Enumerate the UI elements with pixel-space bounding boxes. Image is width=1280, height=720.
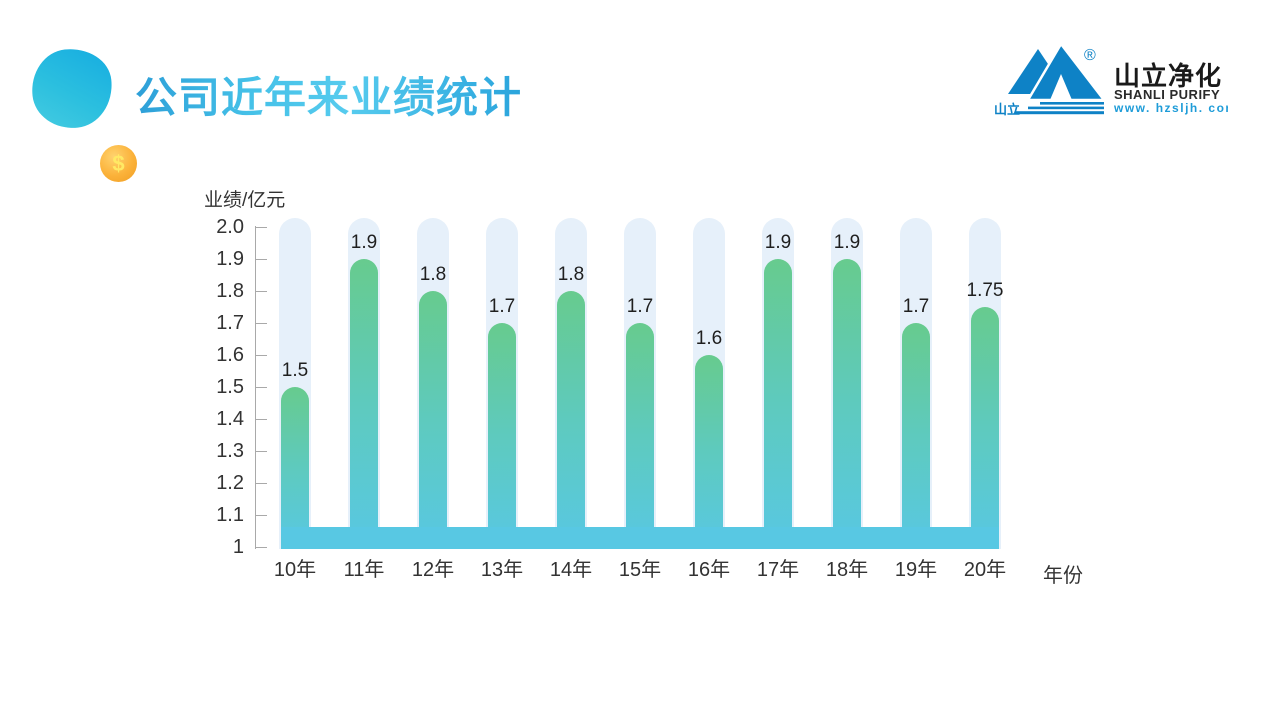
y-tick — [256, 387, 267, 388]
y-tick — [256, 355, 267, 356]
y-tick-label: 1 — [232, 536, 244, 558]
y-tick — [256, 547, 267, 548]
brand-name-en: SHANLI PURIFY — [1114, 87, 1220, 102]
value-label: 1.9 — [833, 232, 861, 253]
y-tick-label: 1.3 — [216, 440, 244, 462]
y-tick — [256, 419, 267, 420]
logo-graphic: 山立 ® 山立净化 SHANLI PURIFY www. hzsljh. com — [994, 41, 1236, 117]
y-axis-line — [255, 226, 256, 549]
value-label: 1.75 — [966, 280, 1004, 301]
x-tick-label: 14年 — [549, 559, 593, 581]
x-tick-label: 13年 — [480, 559, 524, 581]
y-tick — [256, 227, 267, 228]
x-tick-label: 20年 — [963, 559, 1007, 581]
x-tick-label: 10年 — [273, 559, 317, 581]
company-logo: 山立 ® 山立净化 SHANLI PURIFY www. hzsljh. com — [988, 40, 1236, 118]
y-tick — [256, 451, 267, 452]
x-tick-label: 19年 — [894, 559, 938, 581]
x-tick-label: 15年 — [618, 559, 662, 581]
y-tick — [256, 291, 267, 292]
y-tick-label: 1.9 — [216, 248, 244, 270]
brand-website: www. hzsljh. com — [1113, 101, 1228, 115]
bar-14年 — [557, 291, 585, 549]
y-tick — [256, 259, 267, 260]
value-label: 1.9 — [764, 232, 792, 253]
registered-mark: ® — [1084, 47, 1096, 64]
x-tick-label: 16年 — [687, 559, 731, 581]
bar-17年 — [764, 259, 792, 549]
bar-15年 — [626, 323, 654, 549]
x-tick-label: 11年 — [343, 559, 385, 581]
value-label: 1.9 — [350, 232, 378, 253]
bar-18年 — [833, 259, 861, 549]
logo-baseline-3 — [1015, 111, 1104, 115]
value-label: 1.7 — [902, 296, 930, 317]
bar-20年 — [971, 307, 999, 549]
bar-16年 — [695, 355, 723, 549]
y-tick-label: 2.0 — [216, 216, 244, 238]
bar-10年 — [281, 387, 309, 549]
y-tick-label: 1.2 — [216, 472, 244, 494]
logo-baseline-1 — [1040, 102, 1104, 105]
y-tick-label: 1.4 — [216, 408, 244, 430]
value-label: 1.5 — [281, 360, 309, 381]
value-label: 1.7 — [488, 296, 516, 317]
decorative-blob — [28, 45, 116, 132]
value-label: 1.6 — [695, 328, 723, 349]
y-tick — [256, 483, 267, 484]
y-tick-label: 1.7 — [216, 312, 244, 334]
x-tick-label: 18年 — [825, 559, 869, 581]
value-label: 1.8 — [557, 264, 585, 285]
y-axis-title: 业绩/亿元 — [204, 190, 286, 211]
dollar-coin-icon: $ — [100, 145, 137, 182]
brand-name-cn: 山立净化 — [1114, 61, 1222, 91]
y-tick-label: 1.6 — [216, 344, 244, 366]
dollar-symbol: $ — [112, 150, 125, 176]
bar-11年 — [350, 259, 378, 549]
logo-baseline-2 — [1028, 106, 1104, 110]
bar-12年 — [419, 291, 447, 549]
x-tick-label: 17年 — [756, 559, 800, 581]
value-label: 1.8 — [419, 264, 447, 285]
y-tick-label: 1.8 — [216, 280, 244, 302]
y-tick — [256, 515, 267, 516]
x-axis-title: 年份 — [1043, 565, 1083, 587]
x-tick-label: 12年 — [411, 559, 455, 581]
y-tick-label: 1.5 — [216, 376, 244, 398]
logo-mark-label: 山立 — [994, 102, 1020, 117]
y-tick-label: 1.1 — [216, 504, 244, 526]
mountain-notch-icon — [1050, 74, 1072, 100]
value-label: 1.7 — [626, 296, 654, 317]
page-title: 公司近年来业绩统计 — [135, 64, 522, 125]
bar-13年 — [488, 323, 516, 549]
bar-19年 — [902, 323, 930, 549]
baseline-strip — [281, 527, 999, 549]
y-tick — [256, 323, 267, 324]
